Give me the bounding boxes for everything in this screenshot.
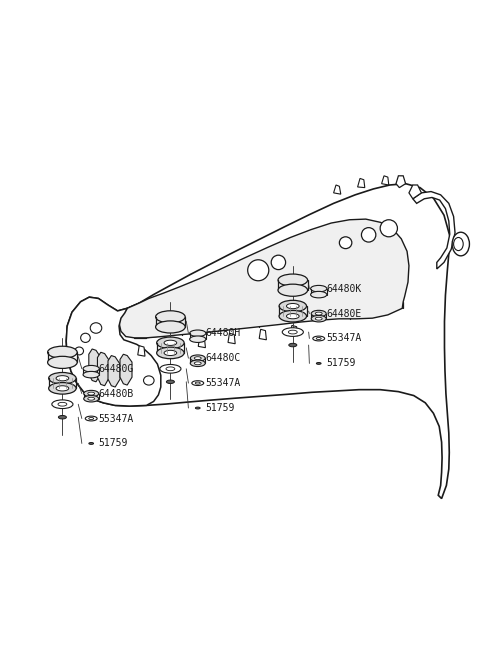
Text: 51759: 51759 — [98, 438, 128, 449]
Polygon shape — [119, 219, 409, 338]
Ellipse shape — [195, 382, 200, 384]
Ellipse shape — [311, 285, 327, 292]
Text: 64480C: 64480C — [205, 353, 240, 363]
Ellipse shape — [56, 376, 69, 381]
Ellipse shape — [361, 228, 376, 242]
Text: 55347A: 55347A — [98, 413, 133, 424]
Ellipse shape — [454, 237, 463, 251]
Ellipse shape — [156, 321, 185, 333]
Polygon shape — [89, 349, 101, 382]
Ellipse shape — [195, 407, 200, 409]
Text: 51759: 51759 — [205, 403, 235, 413]
Ellipse shape — [167, 380, 174, 384]
Polygon shape — [66, 184, 450, 499]
Ellipse shape — [88, 398, 95, 400]
Ellipse shape — [75, 347, 84, 355]
Ellipse shape — [156, 337, 184, 348]
Ellipse shape — [164, 340, 177, 346]
Ellipse shape — [160, 365, 181, 373]
Ellipse shape — [452, 232, 469, 256]
Ellipse shape — [194, 357, 201, 359]
Ellipse shape — [88, 392, 95, 395]
Ellipse shape — [85, 416, 97, 421]
Ellipse shape — [380, 220, 397, 237]
Ellipse shape — [282, 328, 303, 337]
Ellipse shape — [156, 347, 184, 359]
Ellipse shape — [279, 310, 307, 322]
Polygon shape — [97, 352, 109, 386]
Polygon shape — [334, 185, 341, 194]
Polygon shape — [138, 346, 145, 356]
Ellipse shape — [313, 336, 324, 341]
Ellipse shape — [81, 333, 90, 342]
Ellipse shape — [48, 382, 76, 394]
Text: 64480B: 64480B — [98, 388, 133, 399]
Text: 64480E: 64480E — [326, 308, 361, 319]
Ellipse shape — [89, 417, 94, 420]
Ellipse shape — [144, 376, 154, 385]
Ellipse shape — [190, 355, 205, 361]
Text: 55347A: 55347A — [205, 378, 240, 388]
Ellipse shape — [278, 274, 308, 286]
Ellipse shape — [316, 363, 321, 364]
Ellipse shape — [84, 390, 99, 397]
Polygon shape — [382, 176, 389, 185]
Text: 51759: 51759 — [326, 358, 356, 369]
Ellipse shape — [48, 356, 77, 369]
Polygon shape — [66, 297, 161, 406]
Ellipse shape — [192, 380, 204, 386]
Ellipse shape — [339, 237, 352, 249]
Ellipse shape — [89, 443, 94, 444]
Ellipse shape — [164, 350, 177, 356]
Ellipse shape — [287, 314, 299, 319]
Ellipse shape — [83, 365, 99, 372]
Ellipse shape — [48, 373, 76, 384]
Ellipse shape — [289, 343, 297, 347]
Ellipse shape — [156, 311, 185, 323]
Ellipse shape — [271, 255, 286, 270]
Ellipse shape — [287, 304, 299, 309]
Ellipse shape — [316, 337, 321, 340]
Text: 64480G: 64480G — [98, 363, 133, 374]
Polygon shape — [120, 354, 132, 385]
Ellipse shape — [315, 318, 322, 320]
Ellipse shape — [278, 284, 308, 297]
Polygon shape — [228, 333, 235, 344]
Polygon shape — [290, 325, 298, 336]
Ellipse shape — [194, 362, 201, 365]
Text: 64480H: 64480H — [205, 328, 240, 338]
Polygon shape — [167, 342, 174, 352]
Ellipse shape — [52, 400, 73, 409]
Polygon shape — [259, 329, 266, 340]
Ellipse shape — [190, 330, 206, 337]
Ellipse shape — [56, 386, 69, 391]
Ellipse shape — [59, 415, 66, 419]
Ellipse shape — [58, 402, 67, 406]
Ellipse shape — [84, 396, 99, 402]
Polygon shape — [108, 356, 120, 387]
Polygon shape — [396, 176, 406, 188]
Ellipse shape — [288, 330, 297, 334]
Ellipse shape — [190, 360, 205, 367]
Polygon shape — [358, 178, 365, 188]
Ellipse shape — [311, 316, 326, 322]
Ellipse shape — [279, 300, 307, 312]
Ellipse shape — [90, 323, 102, 333]
Ellipse shape — [248, 260, 269, 281]
Ellipse shape — [83, 371, 99, 378]
Text: 64480K: 64480K — [326, 283, 361, 294]
Text: 55347A: 55347A — [326, 333, 361, 344]
Ellipse shape — [166, 367, 175, 371]
Polygon shape — [413, 192, 455, 269]
Ellipse shape — [315, 312, 322, 315]
Polygon shape — [409, 185, 421, 199]
Ellipse shape — [48, 346, 77, 358]
Ellipse shape — [311, 291, 327, 298]
Ellipse shape — [311, 310, 326, 317]
Ellipse shape — [190, 336, 206, 342]
Polygon shape — [198, 337, 205, 348]
